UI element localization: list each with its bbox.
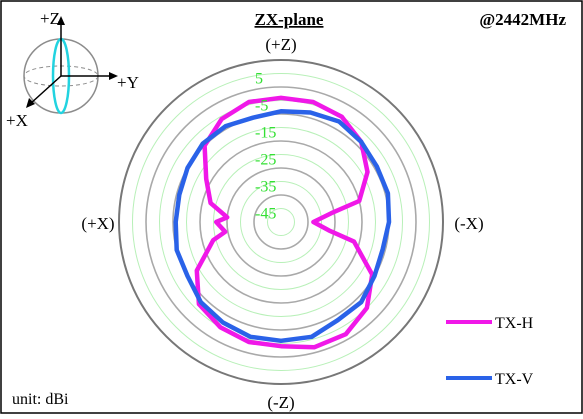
inset-x-label: +X (6, 111, 28, 130)
radial-tick-label: -5 (255, 98, 268, 115)
grid-ring-minor (186, 127, 376, 317)
inset-y-arrow (109, 72, 118, 80)
radial-tick-label: 5 (255, 71, 263, 88)
axes-orientation-inset: +Z +Y +X (6, 9, 139, 130)
legend-label-tx-v: TX-V (495, 371, 534, 388)
series-line-tx-h (194, 95, 375, 350)
grid-ring-major (199, 140, 363, 304)
chart-title: ZX-plane (255, 10, 324, 29)
legend-label-tx-h: TX-H (495, 315, 534, 332)
direction-label-left: (+X) (81, 214, 114, 233)
direction-label-bottom: (-Z) (267, 393, 294, 412)
grid-ring-major (226, 167, 336, 277)
radial-tick-label: -45 (255, 206, 276, 223)
inset-y-label: +Y (117, 73, 139, 92)
grid-ring-major (253, 194, 309, 250)
inset-x-arrow (26, 98, 35, 108)
grid-ring-major (145, 86, 417, 358)
inset-z-label: +Z (40, 9, 60, 28)
unit-label: unit: dBi (12, 391, 69, 408)
grid-ring-minor (132, 73, 430, 371)
grid-ring-major (118, 59, 444, 385)
radial-tick-labels: 5 -5 -15 -25 -35 -45 (255, 71, 276, 223)
direction-label-right: (-X) (454, 214, 483, 233)
inset-z-arrow (57, 16, 65, 25)
radial-tick-label: -35 (255, 179, 276, 196)
direction-label-top: (+Z) (265, 35, 296, 54)
grid-ring-minor (159, 100, 403, 344)
legend: TX-H TX-V (446, 315, 534, 388)
series-line-tx-v (173, 109, 392, 344)
series-layer (173, 95, 392, 350)
radial-tick-label: -25 (255, 152, 276, 169)
frequency-label: @2442MHz (479, 10, 566, 29)
grid-ring-minor (240, 181, 322, 263)
grid-ring-minor (267, 208, 295, 236)
radial-tick-label: -15 (255, 125, 276, 142)
inset-x-axis (29, 75, 62, 105)
grid-ring-minor (213, 154, 349, 290)
